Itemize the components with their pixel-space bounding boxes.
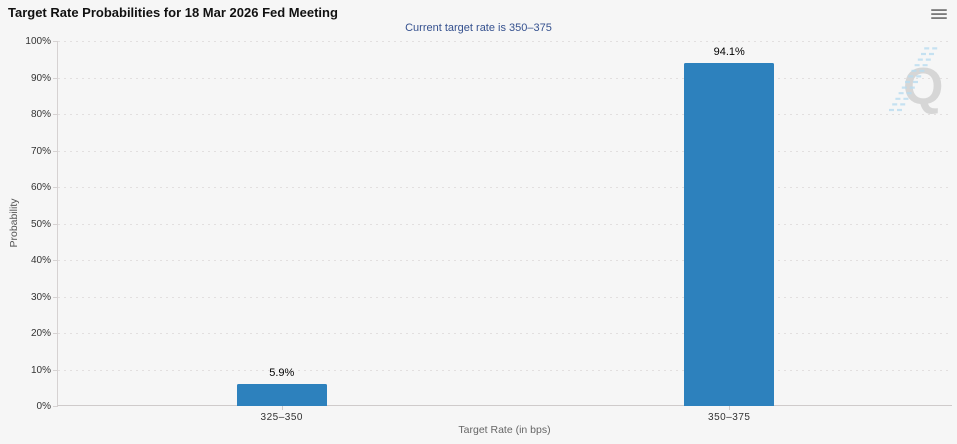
y-axis-tick-label: 30%: [30, 291, 51, 303]
y-axis-tick-label: 80%: [30, 109, 51, 120]
y-axis-tick: [53, 406, 58, 407]
x-axis-tick: [281, 406, 283, 410]
chart-title: Target Rate Probabilities for 18 Mar 202…: [8, 5, 338, 20]
y-gridline: [58, 260, 952, 261]
y-axis-tick-label: 50%: [30, 218, 51, 230]
probability-bar[interactable]: [684, 63, 775, 406]
y-gridline: [58, 333, 952, 334]
y-gridline: [58, 187, 952, 188]
x-axis-tick: [729, 406, 731, 410]
y-axis-tick-label: 10%: [30, 364, 51, 376]
y-gridline: [58, 369, 952, 371]
y-axis-tick-label: 70%: [30, 145, 51, 157]
y-axis-tick: [53, 296, 58, 298]
y-gridline: [58, 77, 952, 79]
y-axis-tick: [53, 333, 58, 334]
x-axis-category-label: 350–375: [708, 412, 751, 423]
y-axis-tick: [53, 223, 58, 225]
y-axis-tick-label: 60%: [30, 182, 51, 193]
y-gridline: [58, 223, 952, 225]
x-axis-title: Target Rate (in bps): [458, 424, 551, 436]
y-axis-tick: [53, 187, 58, 188]
y-axis-tick: [53, 41, 58, 42]
y-axis-tick-label: 100%: [25, 36, 51, 47]
y-axis-tick-label: 40%: [30, 255, 51, 266]
y-gridline: [58, 41, 952, 42]
y-axis-tick-label: 90%: [30, 72, 51, 84]
plot-area: 0% 10% 20% 30% 40% 50% 60% 70% 80% 90% 100% 5.9% 325…: [25, 37, 952, 423]
bar-value-label: 94.1%: [713, 46, 745, 58]
y-axis-tick: [53, 260, 58, 261]
x-axis-category-label: 325–350: [260, 412, 303, 423]
bar-value-label: 5.9%: [269, 367, 295, 379]
y-axis-tick-label: 0%: [36, 401, 51, 412]
y-axis-tick: [53, 150, 58, 152]
y-gridline: [58, 114, 952, 115]
y-gridline: [58, 150, 952, 152]
chart-subtitle: Current target rate is 350–375: [405, 22, 552, 34]
y-axis-tick: [53, 369, 58, 371]
y-axis-tick: [53, 114, 58, 115]
chart-context-menu-button[interactable]: [929, 5, 949, 22]
y-axis-tick: [53, 77, 58, 79]
probability-bar[interactable]: [236, 384, 327, 406]
hamburger-menu-icon: [931, 8, 947, 11]
y-axis-tick-label: 20%: [30, 328, 51, 339]
y-gridline: [58, 296, 952, 298]
